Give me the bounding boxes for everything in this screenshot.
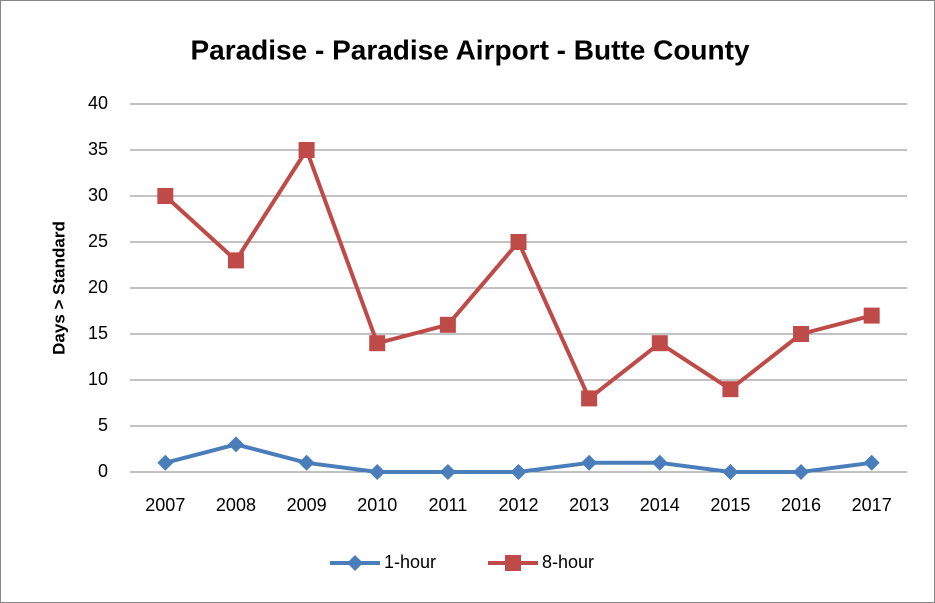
point-marker: [510, 464, 527, 480]
point-marker: [651, 335, 668, 352]
y-tick-label: 10: [88, 369, 108, 389]
legend-marker: [347, 555, 363, 571]
y-tick-label: 30: [88, 185, 108, 205]
point-marker: [581, 454, 598, 471]
y-tick-label: 25: [88, 231, 108, 251]
point-marker: [651, 454, 668, 471]
y-tick-label: 20: [88, 277, 108, 297]
x-tick-label: 2015: [710, 495, 750, 515]
point-marker: [298, 142, 315, 158]
y-tick-label: 5: [98, 415, 108, 435]
x-tick-label: 2007: [145, 495, 185, 515]
point-marker: [863, 307, 880, 324]
point-marker: [793, 464, 810, 480]
x-tick-label: 2008: [216, 495, 256, 515]
x-tick-label: 2011: [429, 495, 468, 515]
point-marker: [439, 464, 456, 480]
legend-marker: [505, 555, 521, 571]
x-tick-label: 2016: [781, 495, 821, 515]
point-marker: [227, 436, 244, 453]
x-tick-label: 2010: [357, 495, 397, 515]
y-tick-label: 40: [88, 93, 108, 113]
legend-label: 8-hour: [542, 552, 594, 572]
point-marker: [581, 390, 598, 407]
point-marker: [298, 454, 315, 471]
x-tick-label: 2009: [287, 495, 327, 515]
chart-title: Paradise - Paradise Airport - Butte Coun…: [190, 34, 749, 65]
point-marker: [722, 381, 739, 398]
y-tick-label: 35: [88, 139, 108, 159]
point-marker: [157, 188, 174, 204]
y-axis-title: Days > Standard: [49, 221, 68, 355]
point-marker: [793, 326, 810, 342]
point-marker: [510, 234, 527, 250]
point-marker: [863, 454, 880, 471]
x-tick-label: 2013: [569, 495, 609, 515]
y-tick-label: 0: [98, 461, 108, 481]
point-marker: [439, 316, 456, 333]
legend-label: 1-hour: [384, 552, 436, 572]
y-tick-label: 15: [88, 323, 108, 343]
x-tick-label: 2014: [640, 495, 680, 515]
point-marker: [722, 464, 739, 480]
x-tick-label: 2012: [498, 495, 538, 515]
x-tick-label: 2017: [852, 495, 892, 515]
point-marker: [369, 335, 386, 352]
point-marker: [157, 454, 174, 471]
point-marker: [227, 252, 244, 269]
point-marker: [369, 464, 386, 480]
